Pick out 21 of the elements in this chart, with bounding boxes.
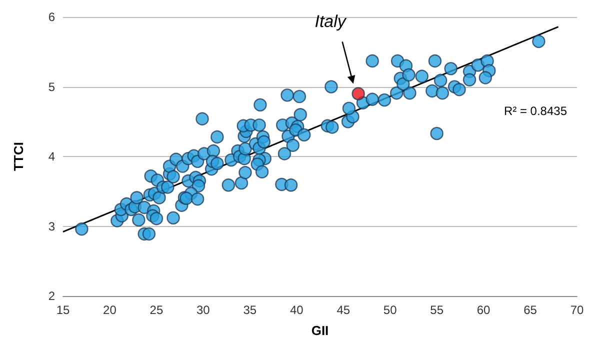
y-tick-label: 5: [48, 80, 56, 94]
x-tick-label: 55: [430, 303, 444, 317]
x-tick-label: 20: [103, 303, 117, 317]
annotation: Italy: [314, 12, 348, 32]
y-tick-label: 6: [48, 10, 56, 24]
x-tick-label: 65: [524, 303, 538, 317]
x-tick-label: 40: [290, 303, 304, 317]
x-tick-label: 60: [476, 303, 491, 317]
annotation: R² = 0.8435: [504, 104, 568, 118]
x-tick-label: 50: [383, 303, 398, 317]
y-tick-label: 3: [48, 219, 56, 234]
x-tick-label: 35: [243, 303, 257, 317]
y-axis-title: TTCI: [11, 142, 26, 171]
y-tick-label: 4: [48, 150, 56, 164]
x-tick-label: 30: [196, 303, 210, 317]
x-tick-label: 15: [56, 303, 70, 317]
x-tick-label: 25: [150, 303, 164, 317]
y-tick-label: 2: [48, 289, 56, 303]
x-axis-title: GII: [311, 323, 329, 338]
x-tick-label: 45: [336, 303, 350, 317]
x-tick-label: 70: [570, 303, 584, 317]
